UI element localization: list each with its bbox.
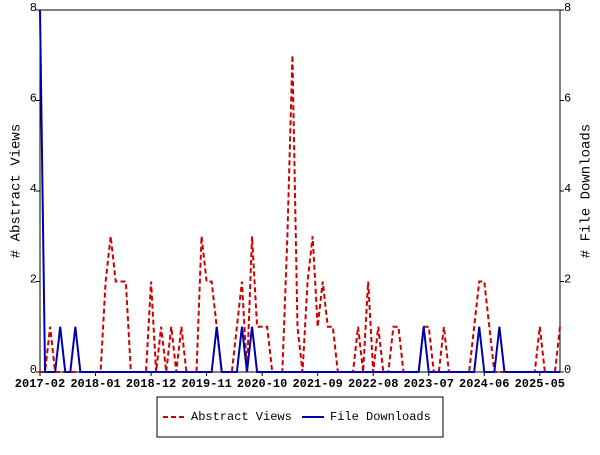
series-line (39, 9, 560, 373)
y-tick-label: 6 (30, 92, 37, 106)
y2-axis-title: # File Downloads (579, 124, 595, 258)
y2-tick-label: 0 (564, 363, 571, 377)
y2-tick-label: 6 (564, 92, 571, 106)
plot-frame (39, 9, 561, 373)
x-tick-label: 2020-10 (237, 377, 287, 391)
y-tick-label: 4 (30, 182, 37, 196)
y2-tick-label: 2 (564, 273, 571, 287)
x-tick-label: 2023-07 (404, 377, 454, 391)
y2-tick-label: 4 (564, 182, 571, 196)
x-tick-label: 2019-11 (181, 377, 231, 391)
y2-tick-label: 8 (564, 1, 571, 15)
x-tick-label: 2021-09 (292, 377, 342, 391)
x-tick-label: 2022-08 (348, 377, 398, 391)
y-tick-label: 2 (30, 273, 37, 287)
x-tick-label: 2018-12 (126, 377, 176, 391)
x-tick-label: 2017-02 (15, 377, 65, 391)
y-tick-label: 0 (30, 363, 37, 377)
series-line (40, 55, 561, 373)
legend-label: File Downloads (330, 410, 431, 424)
x-tick-label: 2018-01 (70, 377, 120, 391)
y-axis-title: # Abstract Views (9, 124, 25, 258)
x-tick-label: 2024-06 (459, 377, 509, 391)
legend-label: Abstract Views (191, 410, 292, 424)
y-tick-label: 8 (30, 1, 37, 15)
legend (156, 396, 444, 438)
x-tick-label: 2025-05 (515, 377, 565, 391)
